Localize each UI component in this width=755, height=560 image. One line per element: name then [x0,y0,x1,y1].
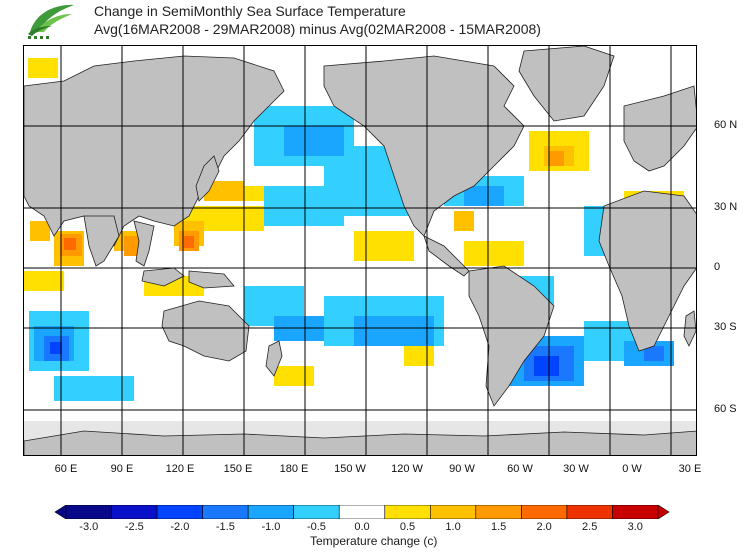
graticule [24,46,696,455]
colorbar-tick-label: 0.0 [354,521,370,533]
colorbar-cell [475,505,522,519]
colorbar-tick-label: 1.5 [490,521,507,533]
lon-label-150w: 150 W [334,463,366,475]
lon-label-0w: 0 W [622,463,642,475]
colorbar-cell [384,505,431,519]
colorbar-label: Temperature change (c) [310,534,438,548]
colorbar-cell [566,505,613,519]
colorbar-tick-label: -1.5 [215,521,235,533]
lat-label-30n: 30 N [714,201,738,213]
colorbar-tick-label: 3.0 [627,521,643,533]
lon-label-180e: 180 E [279,463,309,475]
colorbar-cell [111,505,158,519]
lon-label-90w: 90 W [449,463,475,475]
lon-label-30w: 30 W [563,463,589,475]
colorbar-legend: -3.0 -2.5 -2.0 -1.5 -1.0 -0.5 0.0 0.5 1.0 1.5 2.0 2… [0,505,755,560]
colorbar-cell [612,505,659,519]
colorbar-strip [54,505,670,519]
colorbar-cell [338,505,386,519]
lat-label-60n: 60 N [714,119,738,131]
lon-label-30e: 30 E [678,463,702,475]
lat-label-0: 0 [714,261,721,273]
lon-label-120e: 120 E [165,463,195,475]
land-masses [24,46,696,455]
colorbar-tick-label: 2.5 [582,521,598,533]
map-canvas [24,46,696,455]
colorbar-tick-label: -1.0 [261,521,281,533]
colorbar-tick-label: 1.0 [445,521,461,533]
colorbar-tick-label: -2.5 [124,521,144,533]
sst-change-map [23,45,697,456]
lat-label-30s: 30 S [714,321,737,333]
lon-label-60e: 60 E [54,463,78,475]
colorbar-cell [247,505,294,519]
chart-subtitle: Avg(16MAR2008 - 29MAR2008) minus Avg(02M… [94,21,541,37]
colorbar-cell [293,505,340,519]
colorbar-cell [202,505,249,519]
colorbar-tick-label: -2.0 [170,521,190,533]
colorbar-cell [521,505,568,519]
lon-label-120w: 120 W [391,463,423,475]
colorbar-cell [156,505,203,519]
chart-title: Change in SemiMonthly Sea Surface Temper… [94,3,406,19]
colorbar-tick-label: -3.0 [79,521,99,533]
lon-label-90e: 90 E [110,463,134,475]
colorbar-tick-label: 0.5 [399,521,416,533]
colorbar-cell [430,505,477,519]
header: Change in SemiMonthly Sea Surface Temper… [0,0,755,44]
colorbar-cell [65,505,112,519]
lat-label-60s: 60 S [714,403,737,415]
colorbar-tick-label: -0.5 [306,521,326,533]
colorbar-tick-label: 2.0 [536,521,552,533]
lon-label-150e: 150 E [223,463,253,475]
agency-logo [28,4,74,39]
lon-label-60w: 60 W [507,463,533,475]
